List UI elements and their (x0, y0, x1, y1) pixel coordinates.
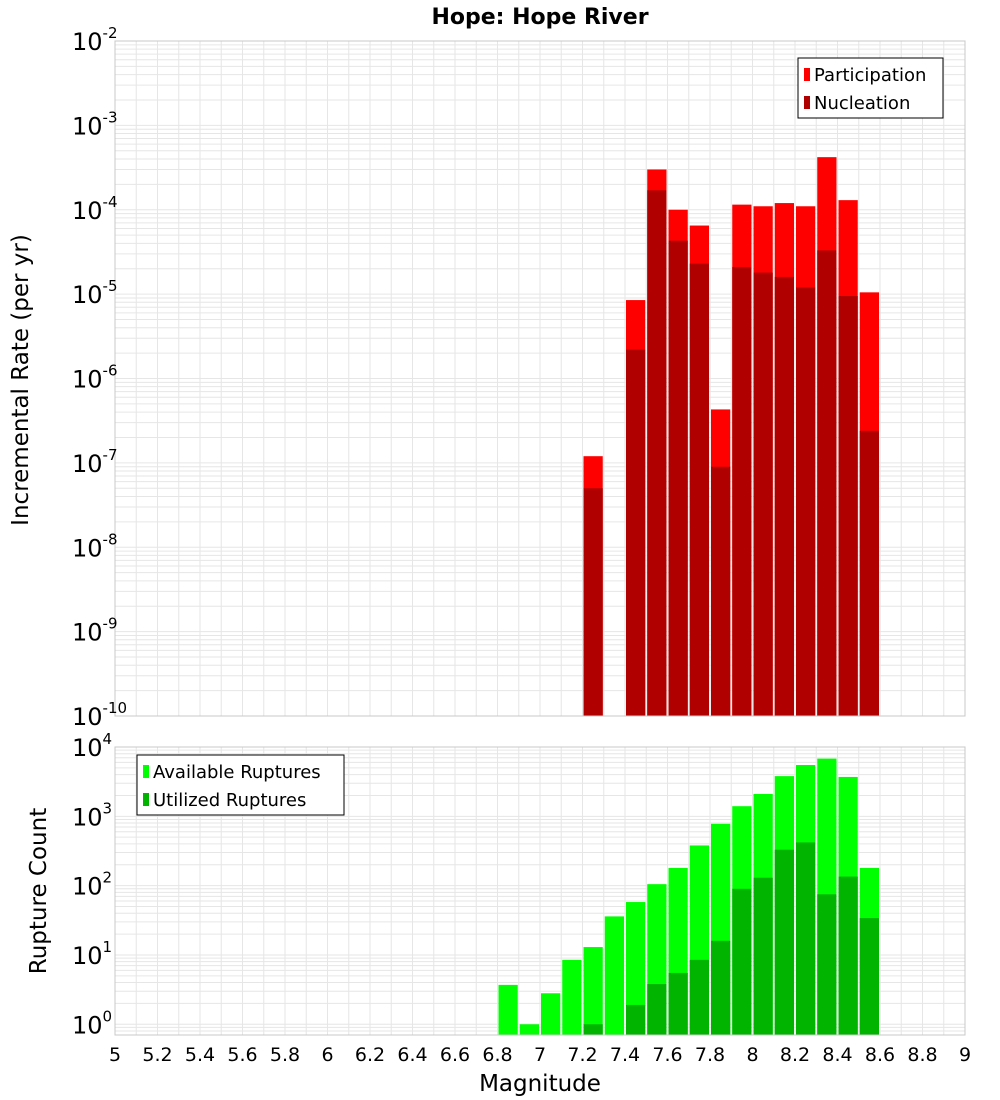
bottom-bar-utilized-ruptures (689, 959, 709, 1035)
top-y-tick-label: 10-5 (72, 277, 118, 309)
bottom-bar-utilized-ruptures (583, 1024, 603, 1035)
top-y-tick-label: 10-10 (72, 699, 127, 731)
top-plot-frame (114, 40, 966, 717)
top-legend: Participation Nucleation (797, 57, 944, 119)
bottom-y-tick-label: 101 (72, 938, 112, 970)
top-y-tick-label: 10-9 (72, 615, 118, 647)
x-tick-label: 7.2 (567, 1044, 597, 1066)
x-tick-label: 6.4 (397, 1044, 427, 1066)
top-bar-nucleation (796, 287, 816, 716)
top-y-tick-label: 10-2 (72, 24, 118, 56)
bottom-bar-utilized-ruptures (732, 888, 752, 1035)
bottom-bar-utilized-ruptures (668, 972, 688, 1035)
rupture-count-panel: 100 101 102 103 104 Available Ruptures Utilize… (72, 730, 971, 1066)
bottom-legend: Available Ruptures Utilized Ruptures (136, 754, 345, 816)
x-tick-label: 6.6 (440, 1044, 470, 1066)
top-bar-nucleation (689, 263, 709, 716)
top-bar-nucleation (647, 190, 667, 716)
x-tick-label: 7 (534, 1044, 546, 1066)
top-bar-nucleation (626, 349, 646, 716)
bottom-bar-utilized-ruptures (647, 984, 667, 1035)
top-bar-nucleation (753, 272, 773, 716)
bottom-bar-utilized-ruptures (626, 1004, 646, 1035)
top-y-tick-label: 10-6 (72, 362, 118, 394)
rate-panel: 10-10 10-9 10-8 10-7 10-6 10-5 10-4 10-3 10-2 Par… (72, 24, 966, 731)
bottom-legend-swatch (143, 765, 149, 778)
x-tick-label: 7.8 (695, 1044, 725, 1066)
bottom-bar-utilized-ruptures (796, 842, 816, 1035)
x-tick-label: 5.4 (185, 1044, 215, 1066)
x-tick-label: 9 (959, 1044, 971, 1066)
x-tick-label: 5.6 (227, 1044, 257, 1066)
top-grid (114, 40, 966, 717)
top-y-axis-label: Incremental Rate (per yr) (8, 234, 34, 526)
x-tick-label: 5.8 (270, 1044, 300, 1066)
top-legend-swatch (804, 96, 810, 109)
bottom-bar-utilized-ruptures (774, 849, 794, 1035)
x-tick-label: 7.4 (610, 1044, 640, 1066)
bottom-bar-utilized-ruptures (817, 894, 837, 1035)
bottom-bar-available-ruptures (562, 959, 582, 1035)
x-tick-label: 8.2 (780, 1044, 810, 1066)
x-tick-label: 6 (321, 1044, 333, 1066)
bottom-legend-label: Utilized Ruptures (153, 790, 306, 811)
x-tick-label: 8.6 (865, 1044, 895, 1066)
top-bar-nucleation (732, 266, 752, 716)
x-tick-label: 6.2 (355, 1044, 385, 1066)
x-tick-label: 6.8 (482, 1044, 512, 1066)
top-bar-nucleation (711, 466, 731, 716)
bottom-bar-available-ruptures (541, 993, 561, 1035)
bottom-bar-available-ruptures (604, 916, 624, 1035)
x-tick-label: 8.4 (822, 1044, 852, 1066)
x-tick-label: 5 (109, 1044, 121, 1066)
top-bars (583, 157, 879, 717)
top-bar-nucleation (838, 296, 858, 716)
x-axis-label: Magnitude (479, 1071, 601, 1097)
bottom-y-tick-label: 100 (72, 1007, 112, 1039)
bottom-bar-utilized-ruptures (838, 876, 858, 1035)
bottom-legend-swatch (143, 793, 149, 806)
top-y-tick-label: 10-8 (72, 530, 118, 562)
top-bar-nucleation (817, 250, 837, 716)
bottom-bar-available-ruptures (519, 1024, 539, 1035)
x-tick-label: 8.8 (907, 1044, 937, 1066)
bottom-bar-available-ruptures (498, 984, 518, 1035)
bottom-bar-available-ruptures (583, 947, 603, 1035)
top-legend-box (797, 57, 944, 119)
top-legend-swatch (804, 68, 810, 81)
top-y-tick-label: 10-3 (72, 108, 118, 140)
bottom-bar-utilized-ruptures (753, 877, 773, 1035)
x-tick-label: 5.2 (142, 1044, 172, 1066)
bottom-bar-utilized-ruptures (859, 918, 879, 1035)
bottom-bar-utilized-ruptures (711, 940, 731, 1035)
top-bar-nucleation (859, 430, 879, 716)
bottom-y-tick-label: 104 (72, 730, 112, 762)
top-bar-nucleation (774, 276, 794, 716)
chart-title: Hope: Hope River (431, 5, 648, 30)
x-tick-label: 7.6 (652, 1044, 682, 1066)
bottom-bar-available-ruptures (626, 902, 646, 1035)
top-legend-label: Participation (814, 65, 926, 86)
top-y-tick-label: 10-4 (72, 193, 118, 225)
x-tick-label: 8 (746, 1044, 758, 1066)
top-legend-label: Nucleation (814, 93, 910, 114)
bottom-y-tick-label: 102 (72, 869, 112, 901)
bottom-bars (498, 758, 879, 1035)
bottom-legend-label: Available Ruptures (153, 762, 321, 783)
x-tick-labels: 5 5.2 5.4 5.6 5.8 6 6.2 6.4 6.6 6.8 7 7.2 7.4 7.6 7.8 8… (109, 1044, 971, 1066)
bottom-y-tick-label: 103 (72, 799, 112, 831)
top-bar-nucleation (668, 240, 688, 716)
bottom-plot-frame (114, 746, 966, 1036)
bottom-y-axis-label: Rupture Count (26, 808, 52, 974)
bottom-legend-box (136, 754, 345, 816)
top-bar-nucleation (583, 488, 603, 716)
top-y-tick-label: 10-7 (72, 446, 118, 478)
